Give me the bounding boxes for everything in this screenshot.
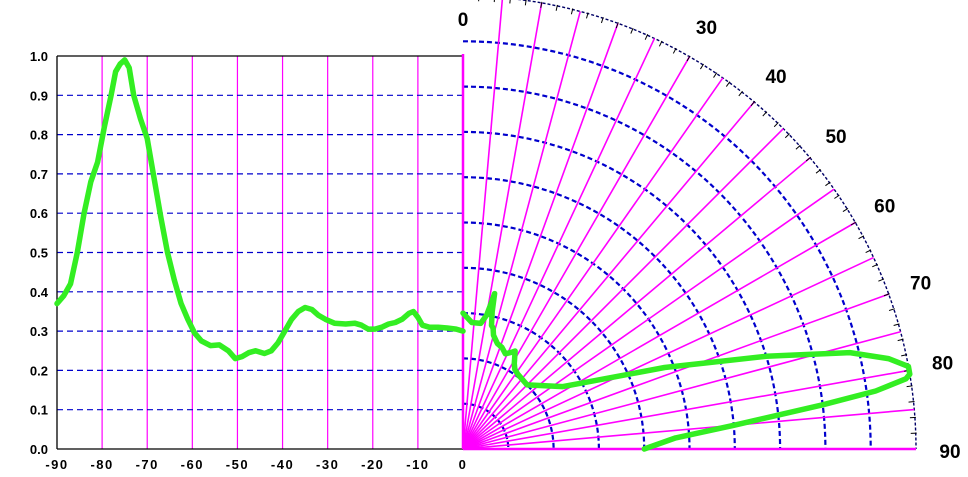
x-tick-label: 0 xyxy=(459,457,468,472)
polar-tick xyxy=(878,278,885,282)
angle-tick-label: 50 xyxy=(825,127,846,148)
angle-tick-label: 20 xyxy=(619,0,640,3)
polar-tick xyxy=(672,47,677,54)
polar-tick xyxy=(872,263,878,268)
polar-tick xyxy=(773,122,779,128)
cartesian-grid xyxy=(57,56,463,449)
polar-ring xyxy=(462,357,555,450)
angle-tick-label: 90 xyxy=(939,442,960,463)
y-tick-label: 0.3 xyxy=(30,324,48,339)
polar-grid xyxy=(462,0,917,450)
polar-ring xyxy=(462,176,736,450)
polar-tick xyxy=(658,40,663,47)
x-tick-label: -30 xyxy=(316,457,339,472)
polar-spoke xyxy=(462,11,582,450)
polar-spoke xyxy=(462,330,901,450)
polar-tick xyxy=(825,181,831,187)
cartesian-frame xyxy=(56,54,916,451)
polar-spoke xyxy=(462,23,619,450)
polar-tick xyxy=(738,90,743,97)
x-tick-label: -80 xyxy=(90,457,113,472)
x-tick-label: -90 xyxy=(45,457,68,472)
polar-spoke xyxy=(462,2,543,450)
polar-spoke xyxy=(462,128,784,450)
y-tick-label: 0.4 xyxy=(30,285,49,300)
y-tick-label: 0.2 xyxy=(30,363,48,378)
polar-tick xyxy=(509,0,511,4)
polar-tick xyxy=(725,81,731,87)
polar-tick xyxy=(699,63,705,70)
polar-ring xyxy=(462,266,646,450)
y-tick-label: 0.6 xyxy=(30,206,48,221)
polar-tick xyxy=(713,72,718,78)
polar-tick xyxy=(815,169,822,174)
polar-tick xyxy=(615,22,619,29)
x-tick-label: -40 xyxy=(271,457,294,472)
polar-spoke xyxy=(462,101,755,450)
polar-tick xyxy=(901,354,908,357)
angle-tick-label: 0 xyxy=(458,10,469,31)
polar-spoke xyxy=(462,221,856,450)
polar-tick xyxy=(805,156,812,162)
angle-tick-label: 80 xyxy=(932,353,953,374)
polar-spoke xyxy=(462,293,889,450)
polar-spoke xyxy=(462,38,656,450)
polar-tick xyxy=(784,133,790,139)
polar-tick xyxy=(893,323,900,326)
polar-spoke xyxy=(462,0,504,450)
x-tick-label: -60 xyxy=(181,457,204,472)
polar-spoke xyxy=(462,157,811,450)
polar-tick xyxy=(897,338,904,342)
x-tick-label: -50 xyxy=(226,457,249,472)
polar-spoke xyxy=(462,369,910,450)
angle-tick-label: 40 xyxy=(765,67,786,88)
x-tick-label: -10 xyxy=(406,457,429,472)
angle-tick-label: 70 xyxy=(910,273,931,294)
polar-tick xyxy=(686,55,691,62)
angle-tick-label: 30 xyxy=(696,18,717,39)
y-tick-label: 0.0 xyxy=(30,442,48,457)
polar-tick xyxy=(750,100,756,107)
polar-tick xyxy=(795,144,801,150)
x-tick-label: -70 xyxy=(136,457,159,472)
tick-labels: 0.0 0.1 0.2 0.3 0.4 0.5 0.6 0.7 0.8 0.9 1.0 -90 -80 -… xyxy=(30,0,961,472)
y-tick-label: 1.0 xyxy=(30,49,48,64)
polar-tick xyxy=(888,308,895,312)
polar-spoke xyxy=(462,188,835,450)
polar-spoke xyxy=(462,408,915,450)
polar-tick xyxy=(762,111,768,117)
polar-tick xyxy=(570,8,574,15)
y-tick-label: 0.9 xyxy=(30,88,48,103)
polar-tick xyxy=(555,4,558,11)
y-tick-label: 0.5 xyxy=(30,246,48,261)
polar-tick xyxy=(540,1,543,8)
y-tick-label: 0.7 xyxy=(30,167,48,182)
polar-tick xyxy=(842,207,849,213)
polar-tick xyxy=(586,12,589,19)
y-tick-label: 0.1 xyxy=(30,403,48,418)
polar-tick xyxy=(858,235,865,240)
polar-tick xyxy=(908,401,915,403)
polar-tick xyxy=(865,249,872,254)
data-series xyxy=(54,57,913,452)
polar-tick xyxy=(850,221,857,226)
polar-tick xyxy=(600,17,604,24)
polar-tick xyxy=(834,194,840,199)
angle-tick-label: 60 xyxy=(874,197,895,218)
polar-tick xyxy=(883,293,890,297)
polar-curve xyxy=(460,290,913,452)
polar-spoke xyxy=(462,77,724,450)
polar-tick xyxy=(906,385,913,388)
polar-spoke xyxy=(462,56,691,450)
x-tick-label: -20 xyxy=(361,457,384,472)
polar-tick xyxy=(524,0,527,6)
y-tick-label: 0.8 xyxy=(30,128,48,143)
cartesian-curve xyxy=(54,57,466,362)
polar-tick xyxy=(630,27,634,34)
polar-spoke xyxy=(462,256,874,450)
polar-tick xyxy=(644,34,649,40)
